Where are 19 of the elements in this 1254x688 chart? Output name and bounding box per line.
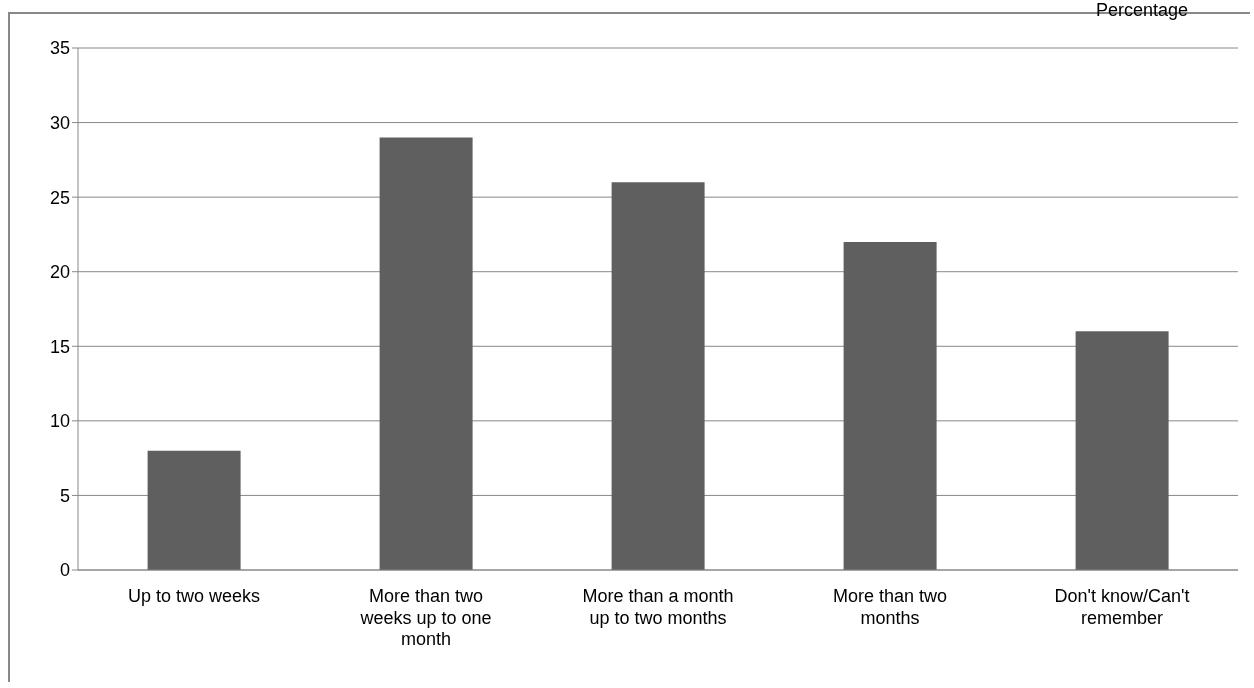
- y-tick-label: 20: [49, 262, 70, 283]
- bar: [843, 241, 937, 570]
- x-tick-label: Up to two weeks: [127, 586, 261, 607]
- y-tick-label: 15: [49, 336, 70, 357]
- y-tick-label: 30: [49, 112, 70, 133]
- y-tick-label: 35: [49, 38, 70, 59]
- x-tick-label: Don't know/Can't remember: [1054, 586, 1190, 628]
- bar: [379, 137, 473, 570]
- x-tick-label: More than a month up to two months: [582, 586, 734, 628]
- y-axis-title: Percentage: [1095, 0, 1188, 21]
- y-tick-label: 10: [49, 411, 70, 432]
- x-tick-label: More than two months: [832, 586, 948, 628]
- bar: [611, 182, 705, 570]
- y-tick-label: 5: [59, 485, 70, 506]
- y-tick-label: 0: [59, 560, 70, 581]
- bar: [1075, 331, 1169, 570]
- bar: [147, 450, 241, 570]
- y-tick-label: 25: [49, 187, 70, 208]
- x-tick-label: More than two weeks up to one month: [359, 586, 492, 650]
